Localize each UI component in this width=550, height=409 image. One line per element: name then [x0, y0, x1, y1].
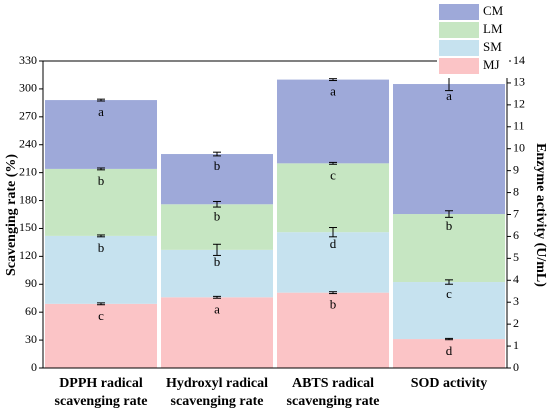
y-tick-label: 210 — [19, 164, 37, 178]
error-bar — [329, 161, 337, 165]
legend-label: MJ — [483, 57, 500, 72]
error-bar — [213, 151, 221, 157]
significance-label: d — [446, 343, 453, 358]
error-bar — [97, 302, 105, 306]
y-tick-label: 150 — [19, 220, 37, 234]
significance-label: b — [98, 240, 105, 255]
significance-label: a — [330, 84, 336, 99]
legend-swatch — [439, 4, 479, 20]
y-tick-label: 120 — [19, 248, 37, 262]
error-bar — [213, 200, 221, 208]
bar-segment — [393, 84, 505, 215]
bar-segment — [277, 232, 389, 293]
x-tick-label-line: DPPH radical — [59, 376, 143, 391]
y2-tick-label: 6 — [513, 228, 519, 242]
legend-swatch — [439, 22, 479, 38]
x-tick-label-line: Hydroxyl radical — [166, 376, 268, 391]
x-tick-label-line: SOD activity — [411, 376, 488, 391]
bar-segment — [277, 292, 389, 368]
y2-tick-label: 7 — [513, 206, 519, 220]
y-tick-label: 0 — [31, 360, 37, 374]
y2-tick-label: 9 — [513, 162, 519, 176]
significance-label: b — [98, 173, 105, 188]
bar-segment — [393, 214, 505, 283]
error-bar — [97, 98, 105, 102]
y2-tick-label: 0 — [513, 360, 519, 374]
significance-label: c — [330, 167, 336, 182]
legend-swatch — [439, 40, 479, 56]
y-tick-label: 300 — [19, 81, 37, 95]
error-bar — [329, 291, 337, 295]
error-bar — [97, 234, 105, 238]
legend: CM LM SM MJ — [437, 2, 509, 78]
bar-segment — [277, 79, 389, 164]
legend-label: CM — [483, 3, 504, 18]
significance-label: a — [214, 301, 220, 316]
significance-label: c — [98, 308, 104, 323]
bar-segment — [161, 204, 273, 250]
y-axis-title: Scavenging rate (%) — [4, 154, 19, 276]
y2-tick-label: 8 — [513, 184, 519, 198]
x-tick-label: DPPH radical scavenging rate — [55, 376, 148, 409]
y2-tick-label: 10 — [513, 140, 525, 154]
y2-tick-label: 5 — [513, 250, 519, 264]
y-tick-label: 180 — [19, 192, 37, 206]
significance-label: b — [330, 297, 337, 312]
error-bar — [445, 210, 453, 218]
error-bar — [97, 167, 105, 171]
legend-label: SM — [483, 39, 502, 54]
y-tick-label: 90 — [25, 276, 37, 290]
y2-tick-label: 14 — [513, 53, 525, 67]
y-tick-label: 330 — [19, 53, 37, 67]
bar-segment — [161, 154, 273, 205]
error-bar — [213, 243, 221, 256]
significance-label: b — [446, 218, 453, 233]
y2-tick-label: 13 — [513, 75, 525, 89]
bar-segment — [393, 339, 505, 368]
error-bar — [329, 78, 337, 82]
x-tick-label-line: scavenging rate — [171, 394, 264, 409]
bar-segment — [393, 282, 505, 340]
bar-segment — [161, 249, 273, 298]
significance-label: b — [214, 254, 221, 269]
y2-tick-label: 3 — [513, 294, 519, 308]
y2-tick-label: 2 — [513, 316, 519, 330]
y2-tick-label: 12 — [513, 97, 525, 111]
error-bar — [213, 295, 221, 299]
x-tick-label-line: scavenging rate — [55, 394, 148, 409]
x-tick-label: ABTS radical scavenging rate — [287, 376, 380, 409]
bar-segment — [45, 168, 157, 236]
significance-label: d — [330, 236, 337, 251]
x-tick-label-line: scavenging rate — [287, 394, 380, 409]
y-tick-label: 60 — [25, 304, 37, 318]
significance-label: a — [446, 88, 452, 103]
bar-segment — [277, 163, 389, 233]
y-tick-label: 270 — [19, 109, 37, 123]
y2-tick-label: 4 — [513, 272, 519, 286]
significance-label: c — [446, 286, 452, 301]
bar-segment — [45, 100, 157, 169]
x-tick-label: Hydroxyl radical scavenging rate — [166, 376, 268, 409]
bar-segment — [161, 297, 273, 368]
error-bar — [329, 227, 337, 238]
y2-axis-title: Enzyme activity (U/mL) — [533, 143, 548, 287]
x-tick-label: SOD activity — [411, 376, 488, 391]
bar-segment — [45, 235, 157, 304]
x-tick-label-line: ABTS radical — [292, 376, 374, 391]
y-tick-label: 240 — [19, 136, 37, 150]
error-bar — [445, 337, 453, 341]
significance-label: b — [214, 208, 221, 223]
legend-swatch — [439, 58, 479, 74]
legend-label: LM — [483, 21, 503, 36]
significance-label: a — [98, 104, 104, 119]
y2-tick-label: 11 — [513, 119, 525, 133]
error-bar — [445, 279, 453, 285]
y2-tick-label: 1 — [513, 338, 519, 352]
bar-segment — [45, 303, 157, 368]
y-tick-label: 30 — [25, 332, 37, 346]
significance-label: b — [214, 158, 221, 173]
